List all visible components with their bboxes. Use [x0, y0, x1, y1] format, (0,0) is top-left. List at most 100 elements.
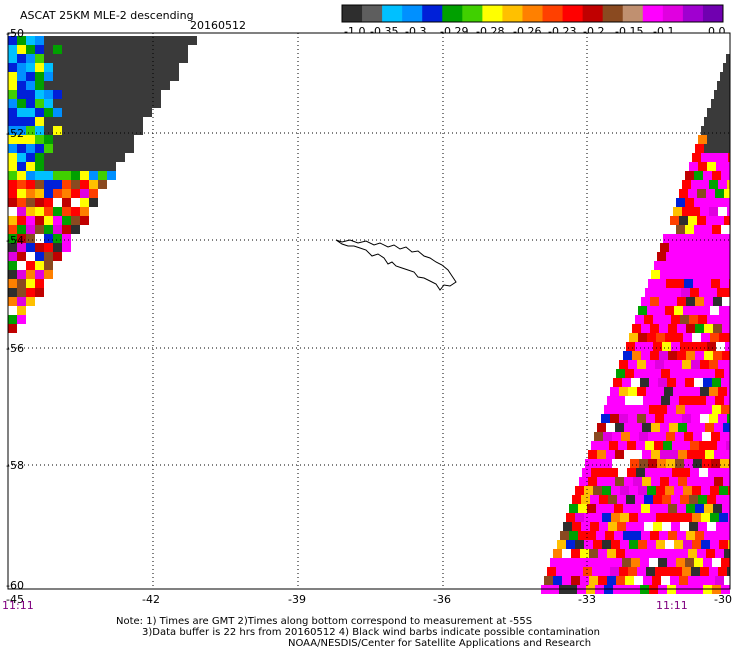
- swath-cell: [8, 153, 17, 162]
- swath-cell: [17, 63, 26, 72]
- swath-cell: [62, 54, 71, 63]
- swath-cell: [691, 414, 700, 423]
- swath-cell: [701, 513, 710, 522]
- swath-cell: [98, 81, 107, 90]
- swath-cell: [694, 198, 703, 207]
- swath-cell: [134, 99, 143, 108]
- swath-cell: [647, 306, 656, 315]
- swath-cell: [624, 477, 633, 486]
- swath-cell: [581, 522, 590, 531]
- swath-cell: [665, 333, 674, 342]
- swath-cell: [693, 252, 702, 261]
- swath-cell: [684, 252, 693, 261]
- swath-cell: [652, 576, 661, 585]
- swath-cell: [592, 567, 601, 576]
- swath-cell: [116, 72, 125, 81]
- swath-cell: [695, 144, 704, 153]
- swath-cell: [643, 369, 652, 378]
- swath-cell: [657, 279, 666, 288]
- swath-cell: [704, 297, 713, 306]
- swath-cell: [702, 459, 711, 468]
- swath-cell: [125, 117, 134, 126]
- swath-cell: [690, 288, 699, 297]
- swath-cell: [613, 558, 622, 567]
- colorbar-segment: [422, 5, 443, 22]
- swath-cell: [26, 45, 35, 54]
- swath-cell: [107, 144, 116, 153]
- swath-cell: [594, 459, 603, 468]
- swath-cell: [681, 441, 690, 450]
- swath-cell: [636, 468, 645, 477]
- swath-cell: [717, 441, 726, 450]
- swath-cell: [637, 567, 646, 576]
- swath-cell: [116, 36, 125, 45]
- swath-cell: [17, 306, 26, 315]
- swath-cell: [134, 36, 143, 45]
- swath-cell: [17, 45, 26, 54]
- swath-cell: [53, 189, 62, 198]
- swath-cell: [718, 360, 727, 369]
- swath-cell: [659, 531, 668, 540]
- swath-cell: [26, 99, 35, 108]
- swath-cell: [605, 531, 614, 540]
- swath-cell: [600, 468, 609, 477]
- swath-cell: [669, 477, 678, 486]
- swath-cell: [44, 171, 53, 180]
- swath-cell: [71, 54, 80, 63]
- swath-cell: [719, 486, 728, 495]
- swath-cell: [672, 441, 681, 450]
- swath-cell: [89, 99, 98, 108]
- swath-cell: [725, 342, 730, 351]
- swath-cell: [662, 342, 671, 351]
- swath-cell: [635, 315, 644, 324]
- swath-cell: [687, 450, 696, 459]
- swath-cell: [692, 540, 701, 549]
- swath-cell: [644, 522, 653, 531]
- swath-cell: [718, 207, 727, 216]
- swath-cell: [616, 576, 625, 585]
- swath-cell: [724, 216, 730, 225]
- swath-cell: [722, 531, 730, 540]
- swath-cell: [638, 486, 647, 495]
- swath-cell: [722, 324, 730, 333]
- swath-cell: [581, 495, 590, 504]
- swath-cell: [44, 117, 53, 126]
- swath-cell: [143, 99, 152, 108]
- swath-cell: [634, 549, 643, 558]
- swath-cell: [575, 486, 584, 495]
- lat-label: -60: [6, 579, 24, 592]
- swath-cell: [638, 333, 647, 342]
- swath-cell: [613, 405, 622, 414]
- swath-cell: [599, 495, 608, 504]
- swath-cell: [560, 531, 569, 540]
- swath-cell: [590, 495, 599, 504]
- swath-cell: [80, 126, 89, 135]
- swath-cell: [649, 405, 658, 414]
- swath-cell: [596, 531, 605, 540]
- swath-cell: [582, 468, 591, 477]
- swath-cell: [143, 81, 152, 90]
- swath-cell: [640, 558, 649, 567]
- swath-cell: [53, 171, 62, 180]
- swath-cell: [629, 333, 638, 342]
- swath-cell: [80, 144, 89, 153]
- swath-cell: [35, 162, 44, 171]
- swath-cell: [17, 252, 26, 261]
- swath-cell: [727, 414, 730, 423]
- swath-cell: [725, 522, 730, 531]
- swath-cell: [646, 567, 655, 576]
- swath-cell: [663, 234, 672, 243]
- swath-cell: [35, 108, 44, 117]
- swath-cell: [71, 216, 80, 225]
- swath-cell: [678, 423, 687, 432]
- swath-cell: [704, 504, 713, 513]
- swath-cell: [553, 576, 562, 585]
- swath-cell: [125, 36, 134, 45]
- swath-cell: [8, 81, 17, 90]
- swath-cell: [17, 153, 26, 162]
- swath-cell: [589, 576, 598, 585]
- swath-cell: [571, 549, 580, 558]
- swath-cell: [696, 270, 705, 279]
- swath-cell: [678, 270, 687, 279]
- swath-cell: [588, 450, 597, 459]
